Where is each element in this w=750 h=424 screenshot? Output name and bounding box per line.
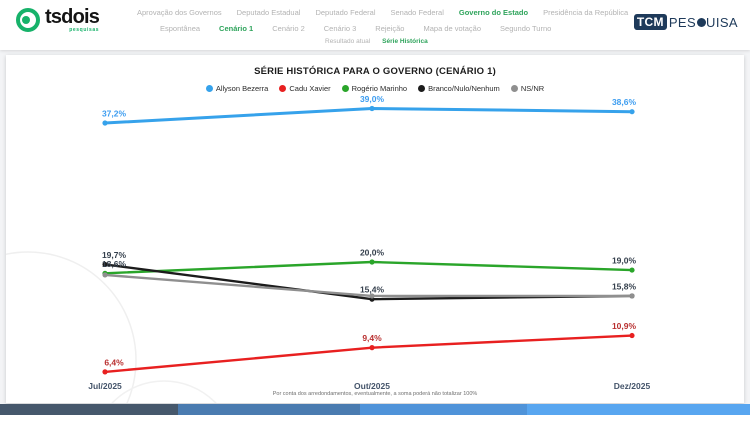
legend-item-branco-nulo-nenhum[interactable]: Branco/Nulo/Nenhum: [418, 84, 500, 93]
data-point[interactable]: [102, 261, 108, 268]
data-point[interactable]: [629, 267, 635, 273]
data-point[interactable]: [369, 105, 375, 112]
data-label: 19,0%: [612, 256, 637, 266]
chart-footnote: Por conta dos arredondamentos, eventualm…: [272, 391, 478, 397]
tcm-logo-box: TCM: [633, 14, 667, 30]
nav-item-aprova-o-dos-governos[interactable]: Aprovação dos Governos: [137, 8, 222, 17]
brand-tagline: pesquisas: [69, 27, 100, 33]
data-point[interactable]: [102, 120, 108, 126]
data-label: 37,2%: [102, 109, 127, 119]
nav-row-views: Resultado atual Série Histórica: [325, 38, 428, 45]
line-rog-rio-marinho: [103, 260, 634, 275]
bottom-progress-bar: [0, 404, 750, 415]
x-axis-label: Out/2025: [354, 381, 390, 391]
tsdois-logo-icon: [16, 8, 40, 32]
data-label: 19,7%: [102, 250, 127, 260]
data-label: 15,8%: [612, 281, 637, 291]
tcm-name-part2: UISA: [706, 14, 738, 30]
legend-dot-icon: [279, 85, 287, 92]
data-point[interactable]: [629, 109, 635, 115]
data-label: 6,4%: [104, 357, 124, 367]
nav-item-s-rie-hist-rica[interactable]: Série Histórica: [382, 38, 428, 45]
data-label: 39,0%: [360, 94, 385, 104]
legend-item-cadu-xavier[interactable]: Cadu Xavier: [279, 84, 331, 93]
legend-label: Allyson Bezerra: [215, 84, 269, 93]
nav-item-deputado-estadual[interactable]: Deputado Estadual: [236, 8, 301, 17]
data-point[interactable]: [369, 345, 375, 351]
brand-name: tsdois: [45, 6, 100, 28]
nav-item-segundo-turno[interactable]: Segundo Turno: [500, 24, 552, 33]
legend-dot-icon: [205, 85, 213, 92]
decorative-circle: [111, 380, 217, 403]
data-point[interactable]: [629, 332, 635, 339]
bar-segment-2: [178, 404, 360, 415]
chart-card: 37,2% 39,0% 38,6% 6,4% 9,4% 10,9% 18,6% 20,0% 19…: [6, 55, 744, 403]
x-axis-label: Dez/2025: [614, 381, 651, 391]
nav-item-deputado-federal[interactable]: Deputado Federal: [315, 8, 376, 17]
decorative-circle: [6, 251, 137, 403]
x-axis-label: Jul/2025: [88, 381, 122, 391]
nav-item-senado-federal[interactable]: Senado Federal: [390, 8, 444, 17]
data-label: 38,6%: [612, 97, 637, 107]
legend-label: NS/NR: [520, 84, 545, 93]
data-point[interactable]: [629, 293, 635, 299]
nav-item-rejei-o[interactable]: Rejeição: [375, 24, 405, 33]
top-navigation: tsdois pesquisas Aprovação dos Governos D…: [0, 0, 750, 50]
nav-row-scenarios: Espontânea Cenário 1 Cenário 2 Cenário 3 Rej…: [160, 24, 551, 33]
bar-segment-3: [360, 404, 527, 415]
nav-item-mapa-de-vota-o[interactable]: Mapa de votação: [423, 24, 482, 33]
data-point[interactable]: [369, 293, 375, 299]
legend-label: Cadu Xavier: [289, 84, 331, 93]
data-label: 15,4%: [360, 285, 385, 295]
nav-row-sections: Aprovação dos Governos Deputado Estadual D…: [137, 8, 628, 17]
tcm-name-part1: PES: [668, 14, 697, 30]
data-label: 20,0%: [360, 248, 385, 258]
data-point[interactable]: [102, 272, 108, 278]
legend-item-ns-nr[interactable]: NS/NR: [510, 84, 545, 93]
data-label: 18,6%: [102, 259, 127, 269]
data-point[interactable]: [102, 369, 108, 375]
nav-item-cen-rio-2[interactable]: Cenário 2: [272, 24, 305, 33]
nav-item-resultado-atual[interactable]: Resultado atual: [325, 38, 371, 45]
data-label: 10,9%: [612, 321, 637, 331]
legend-dot-icon: [341, 85, 349, 92]
legend-label: Branco/Nulo/Nenhum: [428, 84, 500, 93]
chart-canvas: 37,2% 39,0% 38,6% 6,4% 9,4% 10,9% 18,6% 20,0% 19…: [6, 94, 651, 403]
nav-item-presid-ncia-da-rep-blica[interactable]: Presidência da República: [543, 8, 629, 17]
nav-item-governo-do-estado[interactable]: Governo do Estado: [458, 8, 529, 17]
tcm-pesquisa-logo: TCM PES UISA: [633, 14, 738, 30]
legend-dot-icon: [510, 85, 518, 92]
q-dot-icon: [696, 17, 706, 27]
chart-title: SÉRIE HISTÓRICA PARA O GOVERNO (CENÁRIO …: [254, 66, 496, 77]
bar-segment-1: [0, 404, 178, 415]
chart-legend: Allyson Bezerra Cadu Xavier Rogério Marinh…: [6, 84, 744, 93]
legend-label: Rogério Marinho: [351, 84, 408, 93]
tsdois-logo[interactable]: tsdois pesquisas: [16, 6, 100, 33]
legend-dot-icon: [418, 85, 426, 92]
bottom-strip: [0, 415, 750, 424]
legend-item-allyson-bezerra[interactable]: Allyson Bezerra: [205, 84, 269, 93]
line-allyson-bezerra: [103, 106, 634, 125]
nav-item-cen-rio-1[interactable]: Cenário 1: [219, 24, 254, 33]
nav-item-cen-rio-3[interactable]: Cenário 3: [323, 24, 357, 33]
legend-item-rog-rio-marinho[interactable]: Rogério Marinho: [341, 84, 408, 93]
data-label: 9,4%: [362, 333, 382, 343]
bar-segment-4: [527, 404, 750, 415]
nav-item-espont-nea[interactable]: Espontânea: [160, 24, 201, 33]
data-point[interactable]: [369, 259, 375, 265]
